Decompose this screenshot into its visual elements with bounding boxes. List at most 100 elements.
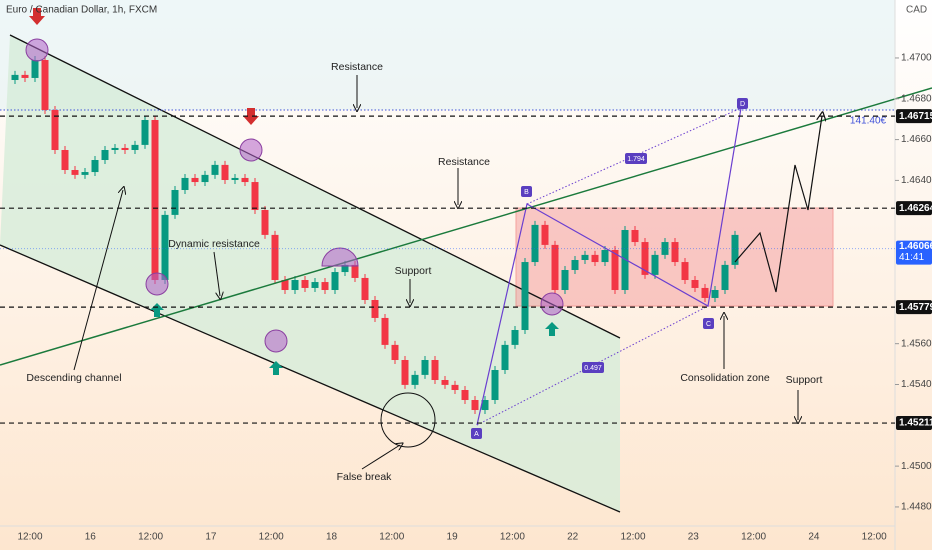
up-arrow (150, 303, 164, 317)
candle (261, 210, 269, 235)
ratio-label: 0.497 (584, 365, 602, 372)
candle (611, 250, 619, 290)
false-break-circle (380, 392, 436, 448)
down-arrow (29, 8, 45, 25)
arrows (29, 8, 559, 375)
touch (540, 292, 564, 316)
candle (51, 110, 59, 150)
currency: CAD (906, 5, 927, 16)
x-tick-label: 18 (326, 532, 338, 543)
candle (81, 172, 89, 175)
touch (239, 138, 263, 162)
level-label: 1.45779 (899, 302, 932, 313)
candle (531, 224, 539, 263)
up-arrow (545, 322, 559, 336)
candle (311, 282, 319, 288)
candle (481, 400, 489, 410)
candle (141, 120, 149, 145)
candle (281, 280, 289, 290)
candle (221, 164, 229, 180)
x-tick-label: 19 (447, 532, 459, 543)
target-zone (0, 0, 895, 110)
candle (441, 380, 449, 385)
point-label: A (474, 431, 479, 438)
candle (471, 400, 479, 410)
candle (711, 290, 719, 298)
y-tick-label: 1.44800 (901, 502, 932, 513)
current-box (896, 240, 932, 265)
candle (341, 264, 349, 273)
annotation: Resistance (331, 61, 383, 73)
candle (21, 74, 29, 78)
candle (231, 177, 239, 180)
down-arrow (243, 108, 259, 125)
tag-box (625, 153, 647, 164)
point-label: B (524, 189, 529, 196)
trend-line (0, 87, 932, 366)
candle (681, 262, 689, 280)
level-box (896, 300, 932, 315)
candle (191, 177, 199, 183)
candle (101, 150, 109, 160)
touch-circles (25, 38, 564, 353)
level-label: 1.45211 (899, 418, 932, 429)
point-label: C (706, 321, 711, 328)
candle (601, 250, 609, 263)
chart-title: Euro / Canadian Dollar, 1h, FXCM (6, 5, 157, 16)
candle (641, 242, 649, 275)
candle (321, 282, 329, 290)
y-tick-label: 1.45600 (901, 338, 932, 349)
candle (701, 287, 709, 298)
x-tick-label: 12:00 (138, 532, 163, 543)
x-tick-label: 17 (205, 532, 217, 543)
x-tick-label: 12:00 (259, 532, 284, 543)
level-box (896, 201, 932, 216)
touch (264, 329, 288, 353)
bd-dotted (526, 107, 742, 205)
candle (111, 147, 119, 150)
touch (145, 272, 169, 296)
candle (351, 264, 359, 278)
candle (721, 264, 729, 290)
ratio-label: 1.794 (627, 156, 645, 163)
candle (421, 360, 429, 375)
annotation: Support (395, 265, 432, 277)
candle (511, 330, 519, 345)
candle (461, 390, 469, 400)
candle (361, 277, 369, 300)
candle (651, 254, 659, 275)
candle (291, 280, 299, 290)
candle (491, 370, 499, 400)
x-tick-label: 12:00 (17, 532, 42, 543)
candle (541, 224, 549, 245)
candle (121, 147, 129, 150)
annotation: Resistance (438, 156, 490, 168)
candle (591, 254, 599, 263)
x-tick-label: 24 (808, 532, 820, 543)
annotation: False break (337, 471, 393, 483)
x-tick-label: 12:00 (620, 532, 645, 543)
touch-arc (321, 247, 359, 267)
candle (571, 260, 579, 270)
candle (171, 190, 179, 215)
candle (301, 280, 309, 288)
level-label: 1.46264 (899, 203, 932, 214)
point-label: D (740, 101, 745, 108)
candle (251, 182, 259, 210)
candle (181, 177, 189, 190)
candle (91, 160, 99, 173)
candle (371, 300, 379, 318)
channel-lower (0, 244, 621, 513)
projection (734, 116, 822, 293)
candle (411, 374, 419, 385)
candle (501, 344, 509, 370)
x-tick-label: 22 (567, 532, 579, 543)
candle (661, 242, 669, 255)
candle (401, 360, 409, 385)
candle (431, 360, 439, 380)
tag-box (471, 428, 482, 439)
up-arrow (269, 361, 283, 375)
candle (271, 234, 279, 280)
candle (691, 280, 699, 288)
